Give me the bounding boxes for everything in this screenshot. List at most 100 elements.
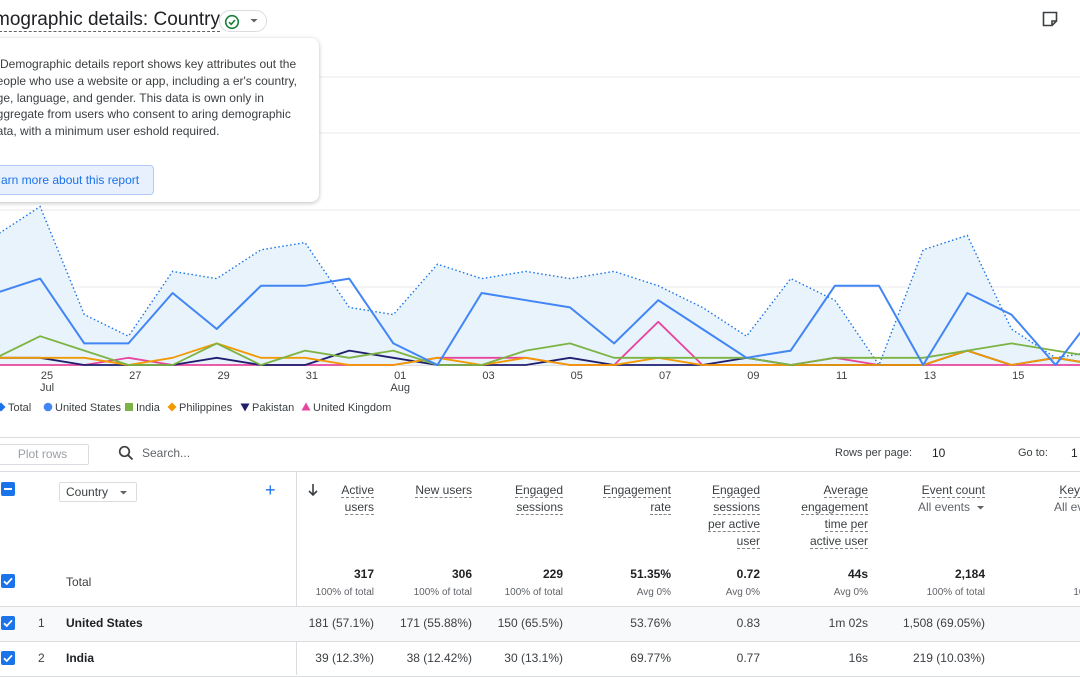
metric-header-label: Engaged [711, 483, 760, 498]
metric-header[interactable]: Event count All events [895, 482, 985, 516]
metric-value: 16s [848, 651, 868, 665]
rows-per-page-label: Rows per page: [835, 447, 913, 459]
total-subtext: Avg 0% [636, 587, 671, 598]
total-subtext: 100% of total [504, 587, 563, 598]
page-title[interactable]: mographic details: Country [0, 9, 220, 32]
title-bar: mographic details: Country [0, 0, 1080, 42]
row-rank: 2 [38, 651, 45, 665]
total-row-checkbox[interactable] [1, 574, 15, 588]
x-month-label: Jul [40, 382, 54, 394]
india-series-line [0, 335, 1080, 366]
row-checkbox[interactable] [1, 616, 15, 630]
sort-descending-icon[interactable] [307, 483, 319, 497]
triangle-down-icon [240, 403, 250, 412]
x-tick-label: 31 [306, 370, 318, 382]
data-table: Country + Active users New users Engaged ses… [0, 471, 1080, 677]
metric-header-label: Event count [921, 483, 985, 498]
metric-value: 1. [980, 616, 1080, 630]
plot-rows-button[interactable]: Plot rows [0, 444, 89, 465]
triangle-up-icon [301, 402, 311, 411]
metric-value: 171 (55.88%) [399, 616, 472, 630]
x-tick-label: 07 [659, 370, 671, 382]
legend-label: United States [55, 402, 122, 414]
chevron-down-icon [120, 491, 127, 495]
total-value: 317 [353, 567, 374, 581]
search-input[interactable]: Search... [142, 446, 191, 460]
x-tick-label: 09 [747, 370, 759, 382]
divider [0, 471, 1080, 472]
total-subtext: Avg 0% [725, 587, 760, 598]
total-value: 44s [847, 567, 868, 581]
divider [0, 437, 1080, 438]
row-country-name: United States [66, 616, 143, 630]
pakistan-series-line [0, 349, 1080, 366]
legend-label: Philippines [179, 402, 233, 414]
metric-header-label: Average [823, 483, 868, 498]
metric-header[interactable]: Engagement rate [591, 482, 671, 516]
rows-per-page-select[interactable]: 10 [932, 446, 946, 460]
total-series-area [0, 206, 1080, 365]
circle-icon [43, 402, 53, 412]
dimension-select[interactable]: Country [59, 482, 137, 502]
metric-sub-select[interactable]: All events [917, 500, 970, 514]
x-tick-label: 27 [129, 370, 141, 382]
metric-value: 0.77 [736, 651, 760, 665]
chevron-down-icon [250, 19, 258, 23]
row-country-name: India [66, 651, 95, 665]
total-series-line [0, 205, 1080, 367]
diamond-icon [167, 402, 177, 412]
add-dimension-button[interactable]: + [265, 480, 276, 500]
metric-header-label: sessions [516, 500, 563, 515]
metric-header[interactable]: Active users [304, 482, 374, 516]
metric-value: 69.77% [630, 651, 671, 665]
goto-label: Go to: [1018, 447, 1048, 459]
metric-header-label: engagement [801, 500, 868, 515]
metric-value: 1,508 (69.05%) [902, 616, 985, 630]
row-rank: 1 [38, 616, 45, 630]
learn-more-button[interactable]: arn more about this report [0, 165, 154, 195]
total-value: 2,184 [954, 567, 985, 581]
metric-value: 38 (12.42%) [406, 651, 472, 665]
metric-header[interactable]: Engaged sessions per active user [690, 482, 760, 550]
table-row[interactable]: 2 India 39 (12.3%) 38 (12.42%) 30 (13.1%) 69.… [0, 642, 1080, 676]
row-divider [0, 606, 1080, 607]
metric-value: 30 (13.1%) [504, 651, 563, 665]
x-tick-label: 29 [217, 370, 229, 382]
legend-label: Pakistan [252, 402, 295, 414]
table-row[interactable]: 1 United States 181 (57.1%) 171 (55.88%) 150… [0, 607, 1080, 641]
metric-value: 219 (10.03%) [912, 651, 985, 665]
total-subtext: 100% of total [926, 587, 985, 598]
table-toolbar: Plot rows Search... Rows per page: 10 Go… [0, 437, 1080, 471]
metric-header[interactable]: Engaged sessions [483, 482, 563, 516]
metric-header-label: rate [650, 500, 671, 515]
chevron-down-icon [977, 505, 984, 510]
metric-header-label: user [736, 534, 760, 549]
metric-header-label: active user [809, 534, 868, 549]
metric-header[interactable]: Key e All eve [1030, 482, 1080, 516]
select-all-checkbox[interactable] [1, 482, 15, 496]
metric-header-label: New users [415, 483, 472, 498]
row-checkbox[interactable] [1, 651, 15, 665]
metric-value: 53.76% [630, 616, 671, 630]
metric-header-label: sessions [713, 500, 760, 515]
x-month-label: Aug [390, 382, 410, 394]
report-info-tooltip: e Demographic details report shows key a… [0, 38, 319, 202]
goto-input[interactable]: 1 [1071, 446, 1078, 460]
total-value: 0.72 [736, 567, 760, 581]
total-subtext: Avg 0% [833, 587, 868, 598]
metric-header-label: Engagement [602, 483, 671, 498]
metric-value: 4. [980, 651, 1080, 665]
checkmark-icon [3, 654, 13, 663]
data-quality-status-button[interactable] [219, 10, 267, 32]
note-icon[interactable] [1041, 10, 1059, 28]
total-subtext: 100% of total [315, 587, 374, 598]
metric-header[interactable]: New users [392, 482, 472, 499]
metric-value: 150 (65.5%) [497, 616, 563, 630]
check-circle-icon [224, 14, 240, 30]
checkmark-icon [3, 619, 13, 628]
metric-value: 39 (12.3%) [315, 651, 374, 665]
total-row-label: Total [66, 575, 92, 589]
total-subtext: 100% of total [413, 587, 472, 598]
metric-header[interactable]: Average engagement time per active user [778, 482, 868, 550]
metric-sub-select[interactable]: All eve [1053, 500, 1080, 514]
